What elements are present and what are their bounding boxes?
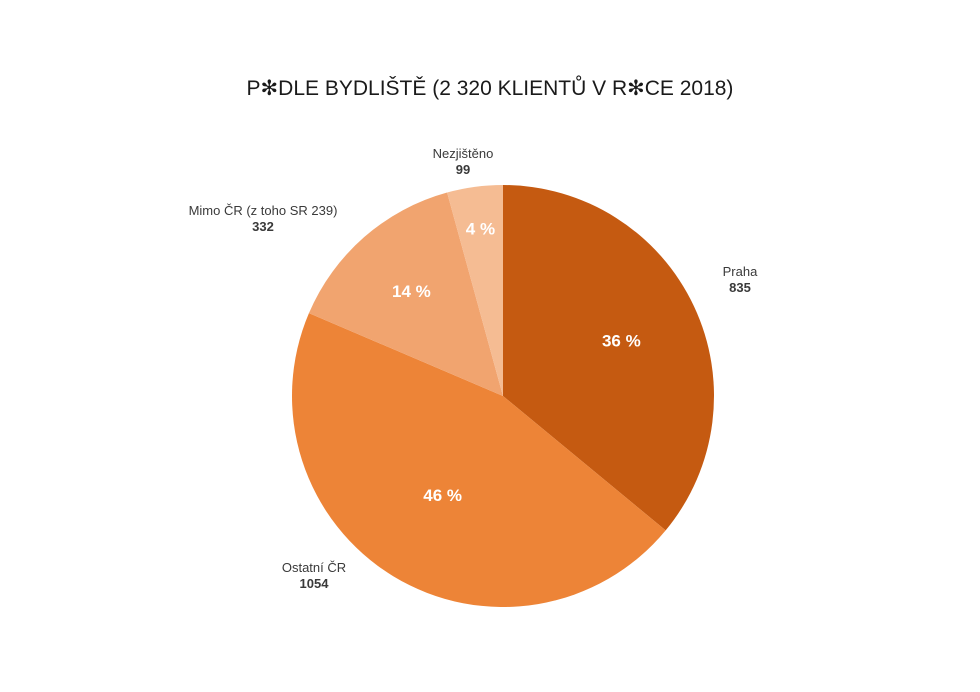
percent-label: 4 % <box>466 220 495 239</box>
percent-label: 36 % <box>602 331 641 350</box>
slice-value: 835 <box>729 280 751 295</box>
slice-label: Praha <box>723 264 758 279</box>
slice-label: Ostatní ČR <box>282 560 346 575</box>
percent-label: 14 % <box>392 282 431 301</box>
slice-label: Nezjištěno <box>433 146 494 161</box>
slice-value: 1054 <box>300 576 330 591</box>
slice-label: Mimo ČR (z toho SR 239) <box>189 203 338 218</box>
pie-slice-mimo-r-z-toho-sr-239- <box>308 192 503 396</box>
slice-value: 332 <box>252 219 274 234</box>
pie-slice-nezji-t-no <box>447 185 503 396</box>
slice-value: 99 <box>456 162 470 177</box>
percent-label: 46 % <box>423 486 462 505</box>
percent-labels: 36 % 46 % 14 % 4 % <box>392 220 641 505</box>
chart-title: P✻DLE BYDLIŠTĚ (2 320 KLIENTŮ V R✻CE 201… <box>247 76 734 100</box>
pie-slice-praha <box>503 185 715 531</box>
pie-slices <box>291 185 715 608</box>
pie-slice-ostatn-r <box>291 313 666 608</box>
